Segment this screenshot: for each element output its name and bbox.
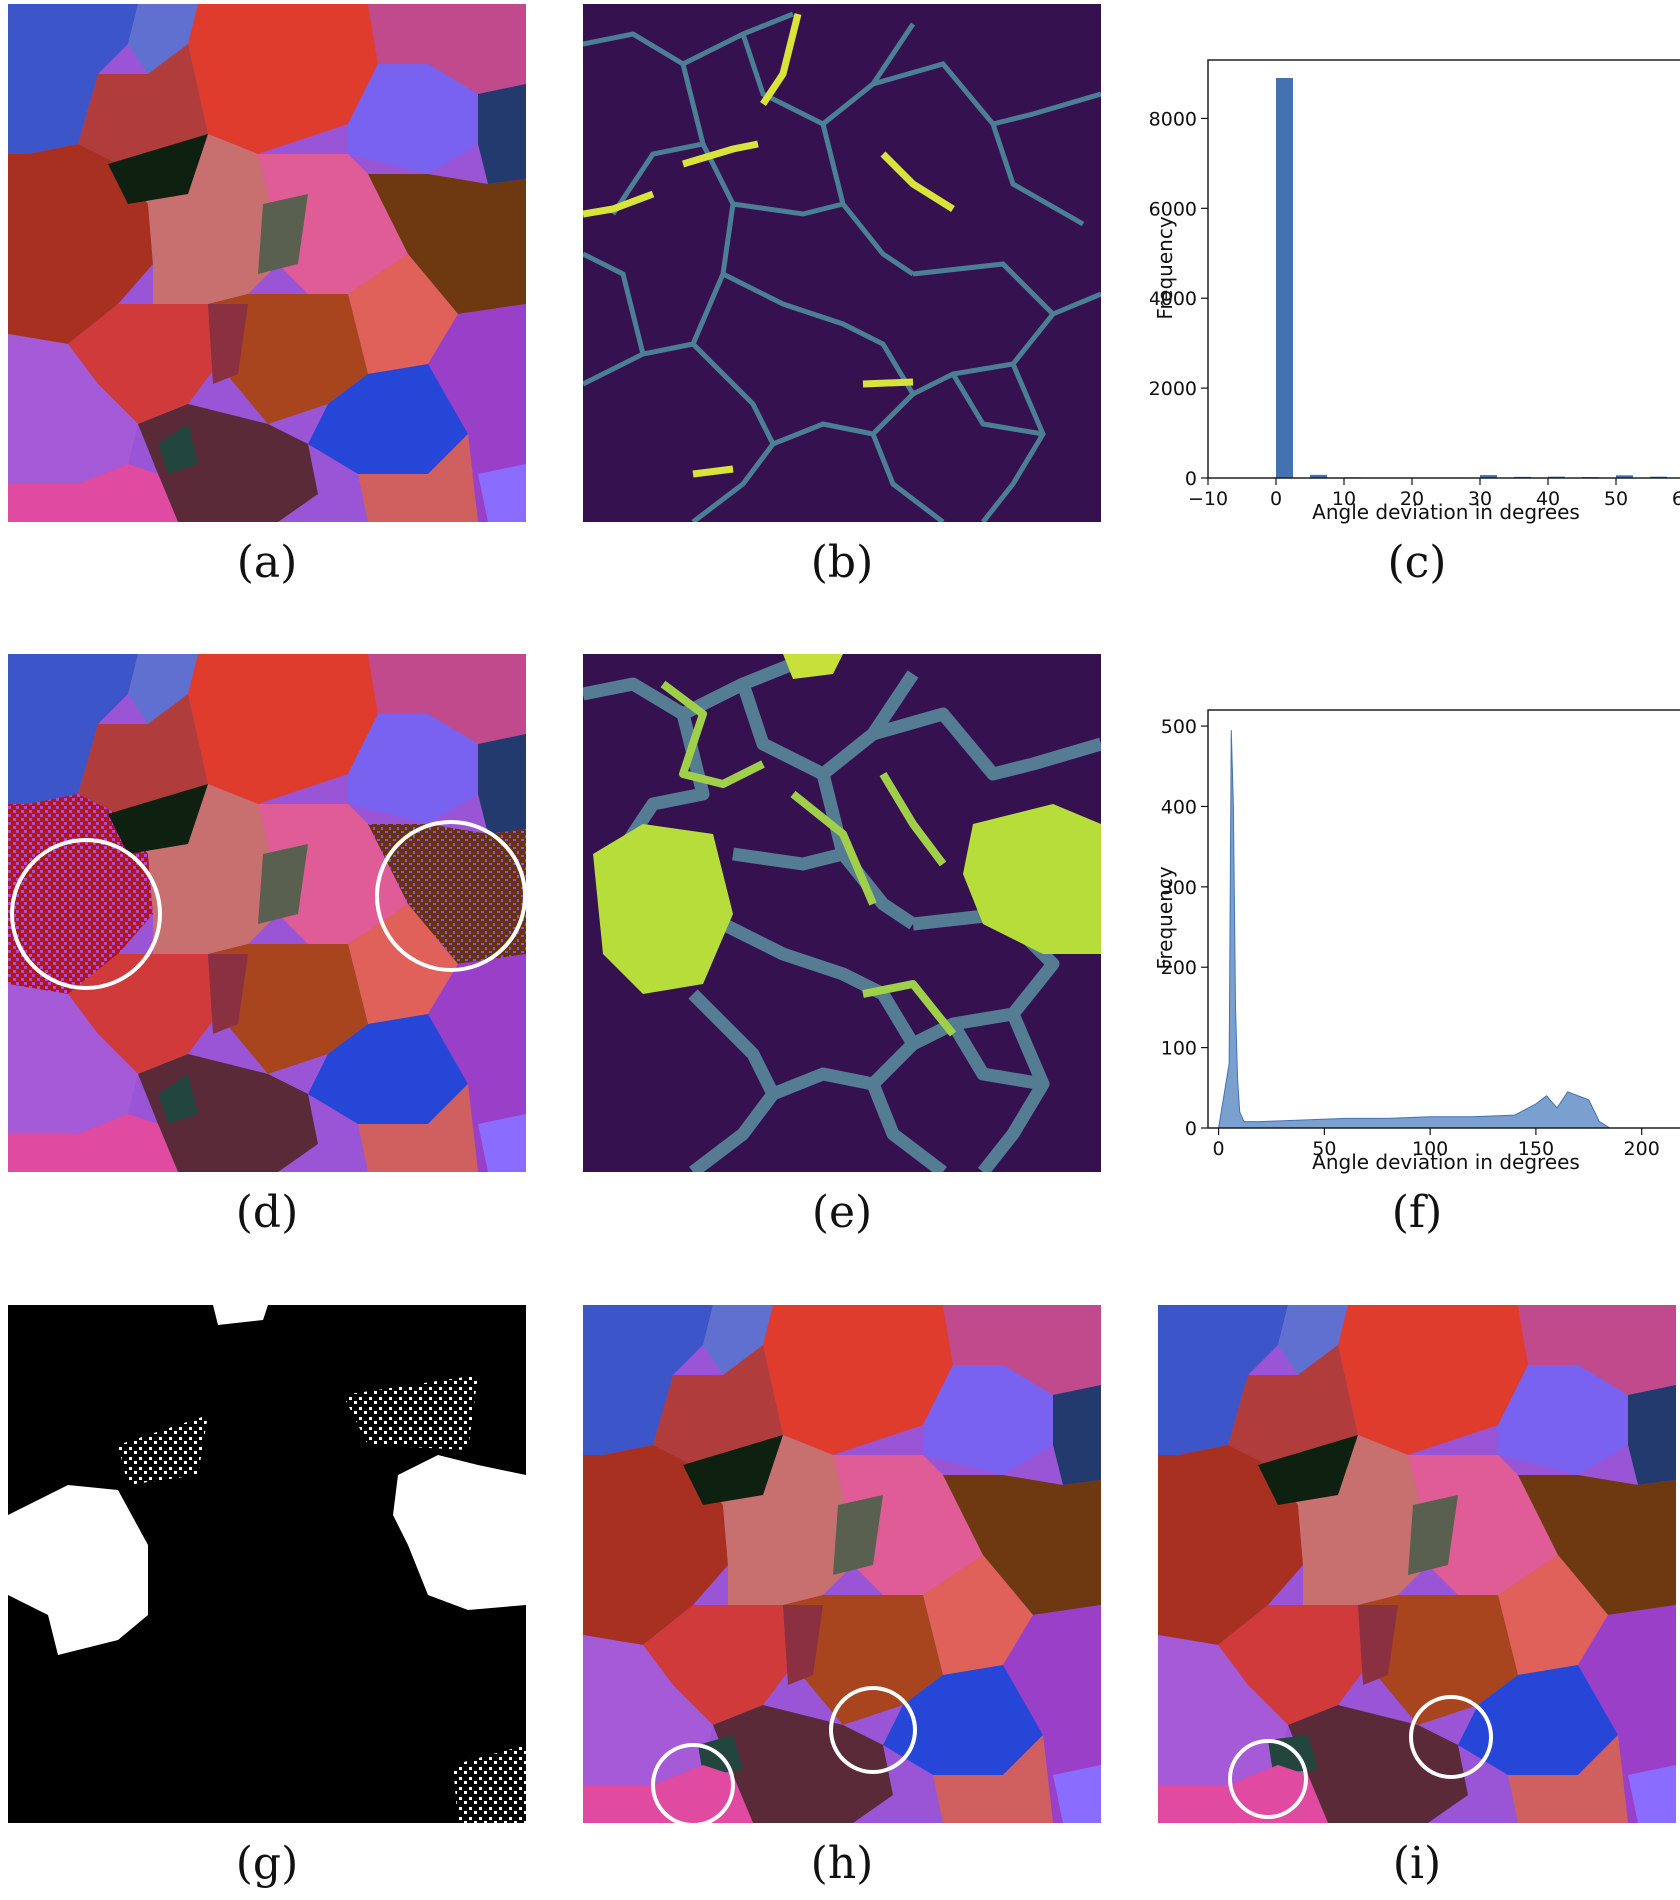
highlight-circle-left [10,838,162,990]
histogram-c-xtick-label: −10 [1188,488,1228,510]
highlight-circle-center [829,1686,917,1774]
histogram-f-ytick-label: 0 [1185,1118,1197,1140]
histogram-c-frame [1207,59,1680,479]
histogram-c-xtick-label: 10 [1332,488,1356,510]
caption-g: (g) [235,1838,299,1889]
highlight-circle-center [1409,1695,1493,1779]
histogram-f-plot [1217,730,1680,1129]
grain-boundaries [583,11,1101,522]
panel-g-binary-mask [8,1305,526,1823]
caption-d: (d) [235,1187,299,1238]
histogram-c-xlabel: Angle deviation in degrees [1312,500,1580,524]
anomaly-blob-top [783,654,843,679]
panel-a-grain-map [8,4,526,522]
histogram-c-xtick-label: 40 [1536,488,1560,510]
histogram-c-ytick-label: 2000 [1150,378,1197,400]
caption-i: (i) [1392,1838,1442,1889]
histogram-c-xtick-label: 30 [1468,488,1492,510]
mask-region-right [393,1455,526,1610]
histogram-c-plot [1276,77,1667,479]
caption-c: (c) [1387,537,1447,588]
grain-map-h [583,1305,1101,1823]
histogram-f-xlabel: Angle deviation in degrees [1312,1150,1580,1174]
histogram-c-ylabel: Frequency [1153,216,1177,319]
histogram-f-ytick-label: 100 [1161,1038,1197,1060]
panel-d-noisy-grain-map [8,654,526,1172]
histogram-c-ytick-label: 6000 [1150,198,1197,220]
histogram-f-xtick-label: 150 [1518,1138,1554,1160]
histogram-c-ytick-label: 4000 [1150,288,1197,310]
histogram-c-bar [1616,475,1633,478]
histogram-f-xtick-label: 100 [1412,1138,1448,1160]
strong-boundaries [660,680,957,1037]
caption-h: (h) [810,1838,874,1889]
histogram-f-area [1217,730,1680,1129]
histogram-c-bar [1310,474,1327,478]
histogram-f-frame [1207,709,1680,1129]
histogram-f-xtick-label: 0 [1213,1138,1225,1160]
histogram-c-xtick-label: 20 [1400,488,1424,510]
histogram-c-xtick-label: 60 [1672,488,1680,510]
grain-map-d [8,654,526,1172]
histogram-c: −10010203040506002000400060008000 Angle … [1150,59,1680,524]
histogram-f-xtick-label: 200 [1624,1138,1660,1160]
panel-b-boundary-map [583,4,1101,522]
anomaly-blob-right [963,804,1101,954]
mask-region-left [8,1485,148,1655]
histogram-c-xtick-label: 50 [1604,488,1628,510]
grain-map-i [1158,1305,1676,1823]
caption-f: (f) [1391,1187,1443,1238]
highlight-circle-bottom-left [1228,1739,1308,1819]
panel-i-final-grain-map [1158,1305,1676,1823]
histogram-c-xtick-label: 0 [1270,488,1282,510]
binary-mask-g [8,1305,526,1823]
high-deviation-boundaries [583,13,955,478]
histogram-f-ytick-label: 500 [1161,716,1197,738]
histogram-f-ylabel: Frequency [1153,866,1177,969]
histogram-f-ytick-label: 300 [1161,877,1197,899]
highlight-circle-right [375,820,526,972]
mask-speckle-left [118,1415,208,1485]
histogram-f-axes: 0 50 100 150 200 0 100 200 300 400 500 [1161,709,1680,1160]
histogram-c-ytick-label: 8000 [1150,108,1197,130]
mask-speckle-right [343,1375,478,1450]
histogram-c-bar [1276,77,1293,479]
highlight-circle-bottom-left [651,1743,735,1823]
boundary-background [583,4,1101,522]
histogram-f-ytick-label: 200 [1161,957,1197,979]
boundary-map-b [583,4,1101,522]
caption-a: (a) [236,537,298,588]
histogram-f-xtick-label: 50 [1312,1138,1336,1160]
histogram-c-axes: −10010203040506002000400060008000 [1150,59,1680,510]
anomaly-blob-left [593,824,733,994]
histogram-c-ytick-label: 0 [1185,468,1197,490]
histogram-f: 0 50 100 150 200 0 100 200 300 400 500 Angle devia… [1153,709,1680,1174]
caption-b: (b) [810,537,874,588]
mask-region-top [213,1305,268,1325]
boundary-map-e [583,654,1101,1172]
histogram-f-ytick-label: 400 [1161,796,1197,818]
grain-map-a [8,4,526,522]
panel-h-restored-grain-map [583,1305,1101,1823]
histogram-c-bar [1480,475,1497,478]
caption-e: (e) [811,1187,873,1238]
panel-e-boundary-probability [583,654,1101,1172]
mask-speckle-bottom [453,1745,526,1823]
